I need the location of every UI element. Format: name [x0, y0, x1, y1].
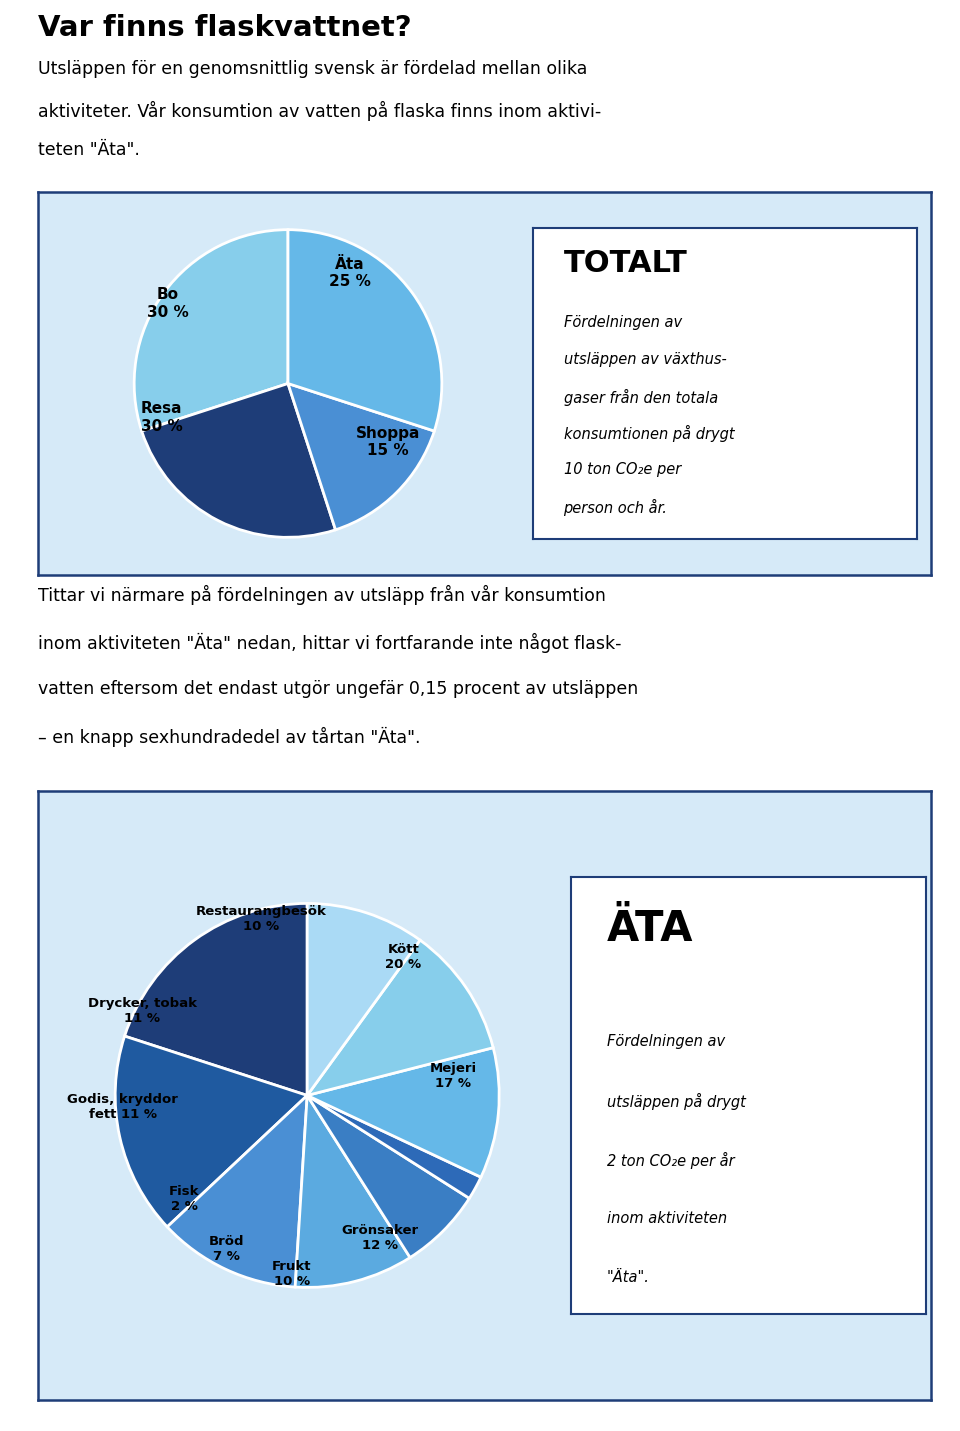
Wedge shape	[307, 940, 493, 1096]
Text: konsumtionen på drygt: konsumtionen på drygt	[564, 425, 734, 442]
Text: "Äta".: "Äta".	[607, 1271, 650, 1285]
Wedge shape	[115, 1036, 307, 1226]
Text: Godis, kryddor
fett 11 %: Godis, kryddor fett 11 %	[67, 1093, 179, 1120]
Text: Fördelningen av: Fördelningen av	[607, 1035, 725, 1049]
Text: ÄTA: ÄTA	[607, 907, 693, 950]
Text: teten "Äta".: teten "Äta".	[38, 142, 140, 159]
Wedge shape	[307, 903, 420, 1096]
Text: Var finns flaskvattnet?: Var finns flaskvattnet?	[38, 14, 412, 43]
Text: inom aktiviteten "Äta" nedan, hittar vi fortfarande inte något flask-: inom aktiviteten "Äta" nedan, hittar vi …	[38, 633, 622, 653]
Text: Fisk
2 %: Fisk 2 %	[169, 1185, 200, 1213]
Text: Resa
30 %: Resa 30 %	[141, 401, 182, 434]
Text: Utsläppen för en genomsnittlig svensk är fördelad mellan olika: Utsläppen för en genomsnittlig svensk är…	[38, 60, 588, 79]
Text: utsläppen av växthus-: utsläppen av växthus-	[564, 352, 727, 366]
Wedge shape	[295, 1096, 410, 1288]
Text: person och år.: person och år.	[564, 499, 667, 517]
Text: Restaurangbesök
10 %: Restaurangbesök 10 %	[196, 904, 326, 933]
Wedge shape	[125, 903, 307, 1096]
Text: Shoppa
15 %: Shoppa 15 %	[356, 426, 420, 458]
Text: Kött
20 %: Kött 20 %	[385, 943, 421, 972]
Wedge shape	[307, 1096, 481, 1198]
Text: inom aktiviteten: inom aktiviteten	[607, 1211, 727, 1226]
Wedge shape	[288, 230, 442, 431]
Text: 10 ton CO₂e per: 10 ton CO₂e per	[564, 462, 681, 477]
Text: Drycker, tobak
11 %: Drycker, tobak 11 %	[87, 997, 197, 1025]
Text: Fördelningen av: Fördelningen av	[564, 315, 682, 331]
Text: Äta
25 %: Äta 25 %	[328, 256, 371, 289]
Text: Frukt
10 %: Frukt 10 %	[272, 1259, 312, 1288]
Text: Bo
30 %: Bo 30 %	[147, 288, 189, 319]
Text: Tittar vi närmare på fördelningen av utsläpp från vår konsumtion: Tittar vi närmare på fördelningen av uts…	[38, 585, 607, 605]
Text: aktiviteter. Vår konsumtion av vatten på flaska finns inom aktivi-: aktiviteter. Vår konsumtion av vatten på…	[38, 100, 602, 120]
Text: Bröd
7 %: Bröd 7 %	[209, 1235, 244, 1264]
Text: – en knapp sexhundradedel av tårtan "Äta".: – en knapp sexhundradedel av tårtan "Äta…	[38, 727, 420, 747]
Text: 2 ton CO₂e per år: 2 ton CO₂e per år	[607, 1152, 734, 1169]
Text: vatten eftersom det endast utgör ungefär 0,15 procent av utsläppen: vatten eftersom det endast utgör ungefär…	[38, 680, 638, 698]
Wedge shape	[167, 1096, 307, 1286]
Text: TOTALT: TOTALT	[564, 249, 687, 279]
Wedge shape	[307, 1047, 499, 1178]
Wedge shape	[142, 384, 336, 537]
Wedge shape	[307, 1096, 469, 1258]
Text: Mejeri
17 %: Mejeri 17 %	[429, 1062, 477, 1090]
Text: utsläppen på drygt: utsläppen på drygt	[607, 1093, 746, 1110]
Text: gaser från den totala: gaser från den totala	[564, 388, 718, 405]
Text: Grönsaker
12 %: Grönsaker 12 %	[342, 1224, 419, 1252]
Wedge shape	[288, 384, 434, 529]
Wedge shape	[134, 230, 288, 431]
